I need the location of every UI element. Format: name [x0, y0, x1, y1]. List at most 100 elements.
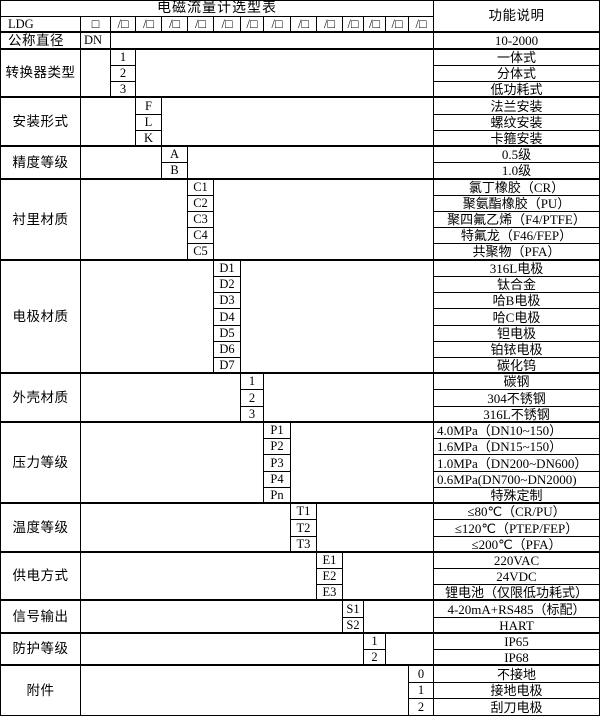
code-cell: 1 — [364, 634, 386, 650]
model-slot: /□ — [264, 17, 291, 33]
category-label: 供电方式 — [1, 553, 81, 601]
category-label: 附件 — [1, 666, 81, 715]
code-cell: 2 — [241, 390, 264, 407]
spacer-cell — [81, 601, 343, 634]
spacer-cell — [81, 634, 364, 666]
code-cell: 2 — [364, 650, 386, 666]
desc-cell: 刮刀电极 — [490, 699, 543, 715]
spacer-cell — [81, 504, 291, 553]
desc-cell: 1.6MPa（DN15~150） — [434, 439, 599, 455]
desc-cell: 特殊定制 — [434, 488, 599, 504]
desc-cell: 分体式 — [434, 66, 599, 82]
category-label: 温度等级 — [1, 504, 81, 553]
desc-cell: 铂铱电极 — [434, 342, 599, 358]
code-cell: C4 — [188, 228, 214, 244]
code-cell: F — [136, 98, 162, 115]
desc-cell: 特氟龙（F46/FEP） — [434, 228, 599, 244]
code-cell: E2 — [317, 569, 343, 585]
spacer-cell — [81, 666, 409, 715]
category-label: 精度等级 — [1, 147, 81, 180]
desc-cell: 卡箍安装 — [434, 131, 599, 147]
code-cell: D4 — [214, 309, 241, 326]
code-cell: 3 — [111, 82, 136, 98]
desc-cell: 低功耗式 — [434, 82, 599, 98]
model-slot: /□ — [214, 17, 241, 33]
spacer-cell — [81, 261, 214, 374]
spacer-cell — [343, 553, 434, 601]
spacer-cell — [81, 374, 241, 423]
category-label: 信号输出 — [1, 601, 81, 634]
desc-cell: 24VDC — [434, 569, 599, 585]
code-cell: P4 — [264, 472, 291, 488]
model-prefix: LDG — [1, 17, 81, 33]
desc-cell: 法兰安装 — [434, 98, 599, 115]
model-slot: /□ — [162, 17, 188, 33]
code-cell: B — [162, 163, 188, 180]
model-slot: /□ — [111, 17, 136, 33]
code-cell: S1 — [343, 601, 364, 618]
model-slot: /□ — [409, 17, 434, 33]
desc-cell: 碳化钨 — [434, 358, 599, 374]
diameter-code-cell: DN — [81, 33, 111, 50]
code-cell: C2 — [188, 196, 214, 212]
code-cell: D1 — [214, 261, 241, 277]
desc-cell: ≤120℃（PTEP/FEP） — [434, 520, 599, 537]
model-slot: /□ — [136, 17, 162, 33]
spacer-cell — [291, 423, 434, 504]
spacer-cell — [81, 50, 111, 98]
code-cell: P1 — [264, 423, 291, 439]
table-title: 电磁流量计选型表 — [1, 1, 434, 17]
model-slot: /□ — [291, 17, 317, 33]
spacer-cell — [214, 180, 434, 261]
code-cell: K — [136, 131, 162, 147]
model-code-box: □ — [81, 17, 111, 33]
spacer-cell — [162, 98, 434, 147]
desc-cell: 螺纹安装 — [434, 115, 599, 131]
spacer-cell — [264, 374, 434, 423]
model-slot: /□ — [241, 17, 264, 33]
category-label: 电极材质 — [1, 261, 81, 374]
model-slot: /□ — [188, 17, 214, 33]
code-cell: T1 — [291, 504, 317, 520]
category-label: 转换器类型 — [1, 50, 81, 98]
code-cell: A — [162, 147, 188, 163]
desc-cell: 哈C电极 — [434, 309, 599, 326]
spacer-cell — [188, 147, 434, 180]
code-cell: C5 — [188, 244, 214, 261]
desc-cell: 氯丁橡胶（CR） — [434, 180, 599, 196]
code-cell: S2 — [343, 618, 364, 634]
spacer-cell — [317, 504, 434, 553]
code-cell: 0 — [409, 666, 434, 683]
desc-cell: 10-2000 — [434, 33, 599, 50]
code-cell: 1 — [409, 683, 434, 699]
desc-cell: 哈B电极 — [434, 293, 599, 309]
code-cell: C3 — [188, 212, 214, 228]
spacer-cell — [136, 50, 434, 98]
desc-cell: 锂电池（仅限低功耗式） — [434, 585, 599, 601]
code-cell: E1 — [317, 553, 343, 569]
spacer-cell — [81, 423, 264, 504]
code-cell: C1 — [188, 180, 214, 196]
desc-cell: 0.5级 — [434, 147, 599, 163]
spacer-cell — [364, 601, 434, 634]
desc-cell: 0.6MPa(DN700~DN2000) — [434, 472, 599, 488]
desc-cell: 4.0MPa（DN10~150） — [434, 423, 599, 439]
code-cell: D5 — [214, 326, 241, 342]
desc-cell: 不接地 — [434, 666, 599, 683]
code-cell: 2 — [111, 66, 136, 82]
spacer-cell — [241, 261, 434, 374]
desc-cell: 4-20mA+RS485（标配） — [434, 601, 599, 618]
desc-cell: HART — [434, 618, 599, 634]
code-cell: D6 — [214, 342, 241, 358]
desc-cell: 316L不锈钢 — [434, 407, 599, 423]
desc-cell: 聚四氟乙烯（F4/PTFE） — [434, 212, 599, 228]
code-cell: T2 — [291, 520, 317, 537]
category-label-diameter: 公称直径 — [1, 33, 81, 50]
desc-cell: 1.0MPa（DN200~DN600） — [434, 455, 599, 472]
code-cell: D7 — [214, 358, 241, 374]
desc-cell: 316L电极 — [434, 261, 599, 277]
code-cell: P2 — [264, 439, 291, 455]
desc-cell: 钛合金 — [434, 277, 599, 293]
function-column-header: 功能说明 — [434, 1, 599, 33]
desc-cell: IP68 — [434, 650, 599, 666]
